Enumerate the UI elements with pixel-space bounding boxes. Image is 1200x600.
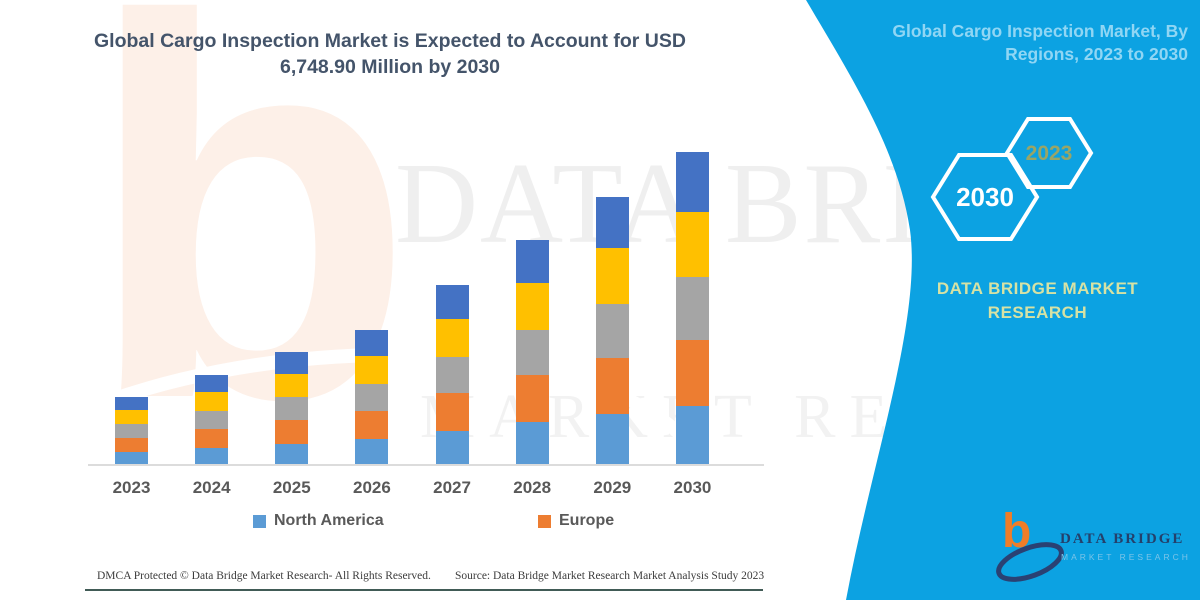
panel-heading-line1: Global Cargo Inspection Market, By: [892, 21, 1188, 41]
bar-segment: [355, 330, 389, 356]
bar-segment: [195, 392, 229, 412]
bar-segment: [435, 357, 469, 394]
bar-segment: [195, 375, 229, 393]
legend-label: North America: [274, 512, 384, 529]
x-axis-label: 2028: [513, 478, 552, 497]
bar-2023: [115, 397, 148, 465]
bar-segment: [675, 277, 709, 340]
bar-segment: [595, 247, 629, 305]
chart-title-line2: 6,748.90 Million by 2030: [279, 56, 501, 78]
x-axis-label: 2027: [433, 478, 471, 497]
hexagon-2023-label: 2023: [1025, 142, 1073, 165]
bar-segment: [195, 447, 229, 465]
bar-segment: [435, 319, 469, 358]
bar-segment: [435, 430, 469, 465]
chart-title-line1: Global Cargo Inspection Market is Expect…: [94, 30, 686, 52]
bar-segment: [515, 240, 549, 283]
bar-segment: [595, 304, 629, 358]
bar-segment: [275, 352, 309, 374]
bar-segment: [435, 393, 469, 431]
company-name-line1: DATA BRIDGE MARKET: [936, 279, 1139, 298]
bar-segment: [595, 414, 629, 465]
chart-title: Global Cargo Inspection Market is Expect…: [60, 28, 720, 80]
logo-b-mark: b: [1002, 505, 1032, 558]
bar-segment: [675, 152, 709, 212]
bar-segment: [355, 411, 389, 440]
x-axis-label: 2024: [192, 478, 231, 497]
panel-heading-line2: Regions, 2023 to 2030: [1005, 44, 1188, 64]
bar-segment: [675, 339, 709, 406]
bar-segment: [195, 411, 229, 430]
hexagon-2030-label: 2030: [956, 182, 1014, 212]
bar-segment: [515, 422, 549, 465]
bar-2025: [275, 352, 309, 465]
bar-segment: [515, 330, 549, 376]
bar-segment: [675, 211, 709, 278]
bar-2024: [195, 375, 229, 465]
bar-segment: [515, 375, 549, 423]
stacked-bar-plot: [115, 152, 709, 465]
bar-segment: [275, 397, 309, 420]
bar-segment: [355, 439, 389, 465]
legend-label: Europe: [559, 512, 615, 529]
footer-divider-line: [85, 589, 763, 591]
bar-2027: [435, 285, 469, 465]
x-axis-label: 2029: [593, 478, 632, 497]
bar-segment: [195, 429, 229, 448]
bar-2026: [355, 330, 389, 465]
bar-segment: [115, 397, 148, 410]
bar-segment: [675, 405, 709, 465]
bar-segment: [115, 424, 148, 438]
bar-segment: [355, 384, 389, 412]
bar-2029: [595, 197, 629, 465]
x-axis-label: 2025: [272, 478, 311, 497]
bar-segment: [355, 355, 389, 385]
legend-item-europe: Europe: [538, 512, 614, 530]
company-name-line2: RESEARCH: [987, 303, 1088, 322]
bar-segment: [435, 285, 469, 320]
company-name-text: DATA BRIDGE MARKET RESEARCH: [905, 277, 1170, 325]
source-credit-text: Source: Data Bridge Market Research Mark…: [455, 570, 765, 582]
bar-segment: [115, 409, 148, 425]
x-axis-label: 2026: [352, 478, 391, 497]
x-axis-label: 2030: [673, 478, 712, 497]
panel-heading: Global Cargo Inspection Market, By Regio…: [840, 20, 1188, 66]
bar-segment: [275, 373, 309, 398]
bar-segment: [115, 437, 148, 453]
bar-segment: [275, 419, 309, 444]
bar-segment: [275, 443, 309, 465]
bar-2028: [515, 240, 549, 465]
logo-tagline: MARKET RESEARCH: [1061, 552, 1191, 562]
legend-item-north-america: North America: [253, 512, 384, 530]
legend-swatch-icon: [253, 514, 266, 528]
bar-segment: [115, 452, 148, 465]
bar-segment: [515, 282, 549, 331]
bar-2030: [675, 152, 709, 465]
x-axis-baseline: [88, 464, 764, 466]
logo-wordmark: DATA BRIDGE: [1060, 531, 1185, 547]
dmca-credit-text: DMCA Protected © Data Bridge Market Rese…: [97, 570, 431, 582]
legend-swatch-icon: [538, 514, 551, 528]
x-axis-label: 2023: [112, 478, 151, 497]
bar-segment: [595, 357, 629, 415]
bar-segment: [595, 197, 629, 248]
